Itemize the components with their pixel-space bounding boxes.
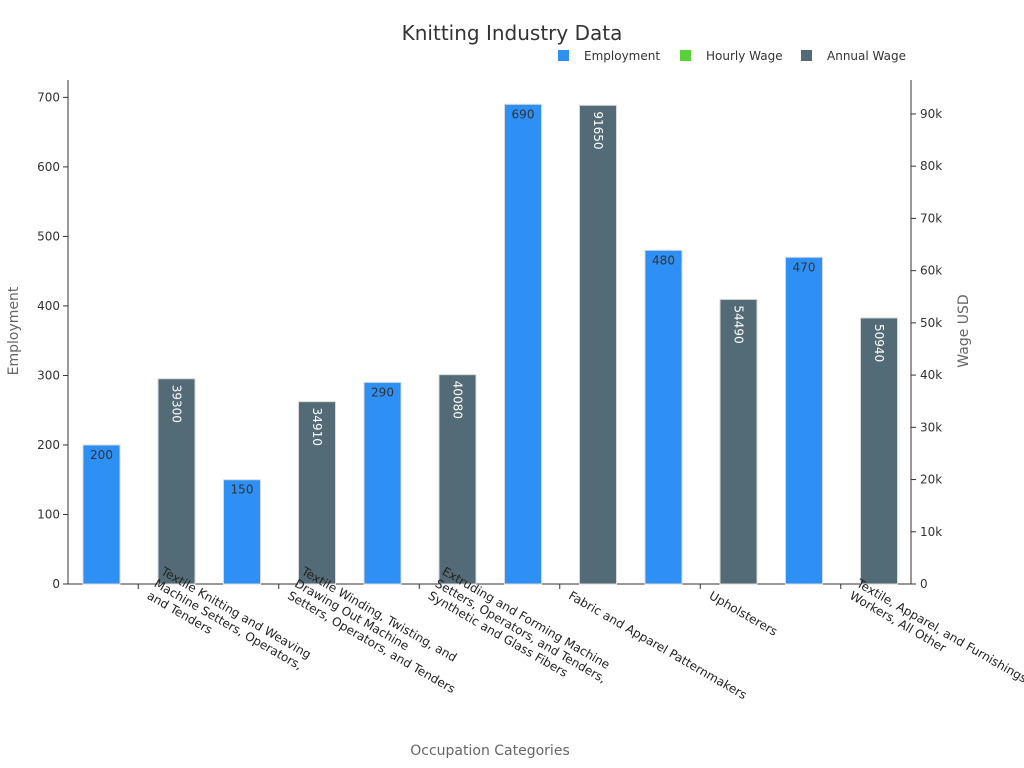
y2-tick-label: 10k	[920, 525, 942, 539]
y2-tick-label: 0	[920, 577, 928, 591]
annual-wage-bar	[157, 378, 196, 585]
annual-wage-bar	[860, 317, 898, 585]
annual-wage-bar-label: 39300	[170, 385, 184, 423]
legend-swatch	[558, 50, 569, 61]
y2-tick-label: 80k	[920, 159, 942, 173]
y2-tick-label: 60k	[920, 264, 942, 278]
x-axis-title: Occupation Categories	[410, 743, 569, 759]
y-tick-label: 400	[37, 299, 60, 313]
y2-tick-label: 90k	[920, 107, 942, 121]
axes: 0 100 200 300 400 500 600 700 0 10k 20k 30k 40k 50k 60…	[37, 80, 942, 591]
employment-bar-label: 480	[652, 253, 675, 267]
employment-bar	[82, 444, 121, 585]
y-tick-label: 300	[37, 368, 60, 382]
y-tick-label: 100	[37, 507, 60, 521]
legend-label: Annual Wage	[827, 49, 906, 63]
employment-bar-label: 200	[90, 448, 113, 462]
category-label-line: Machine Setters, Operators,	[152, 576, 305, 672]
legend-label: Employment	[584, 49, 660, 63]
employment-bar-label: 290	[371, 385, 394, 399]
annual-wage-bar-label: 40080	[451, 381, 465, 419]
y-tick-label: 700	[37, 90, 60, 104]
category-label-line: Textile, Apparel, and Furnishings	[853, 576, 1024, 686]
annual-wage-bar-label: 91650	[591, 111, 605, 149]
category-label-line: Upholsterers	[707, 588, 780, 638]
legend-swatch	[680, 50, 691, 61]
bars: 200 39300 150 34910 290 40080 690 91650 480 54490…	[82, 103, 898, 585]
y-tick-label: 200	[37, 438, 60, 452]
y-tick-label: 500	[37, 229, 60, 243]
employment-bar	[785, 256, 823, 585]
y2-tick-label: 20k	[920, 473, 942, 487]
y-tick-label: 0	[52, 577, 60, 591]
annual-wage-bar-label: 34910	[310, 408, 324, 446]
y2-axis-title: Wage USD	[956, 294, 972, 367]
y-tick-label: 600	[37, 160, 60, 174]
employment-bar	[504, 103, 542, 585]
y2-tick-label: 40k	[920, 368, 942, 382]
employment-bar	[223, 479, 261, 585]
legend-swatch	[801, 50, 812, 61]
legend-label: Hourly Wage	[706, 49, 783, 63]
annual-wage-bar	[438, 374, 477, 585]
employment-bar-label: 690	[512, 107, 535, 121]
employment-bar-label: 150	[231, 483, 254, 497]
category-label: Textile, Apparel, and FurnishingsWorkers…	[847, 576, 1024, 686]
legend: Employment Hourly Wage Annual Wage	[558, 49, 906, 63]
employment-bar-label: 470	[793, 260, 816, 274]
annual-wage-bar	[298, 401, 336, 585]
y-axis-title: Employment	[6, 286, 22, 375]
annual-wage-bar	[579, 104, 617, 585]
y2-tick-label: 70k	[920, 211, 942, 225]
y2-tick-label: 50k	[920, 316, 942, 330]
annual-wage-bar-label: 50940	[872, 324, 886, 362]
employment-bar	[363, 381, 402, 585]
annual-wage-bar-label: 54490	[732, 305, 746, 343]
category-label: Upholsterers	[707, 588, 780, 638]
employment-bar	[644, 249, 683, 585]
y2-tick-label: 30k	[920, 420, 942, 434]
annual-wage-bar	[719, 298, 758, 585]
chart-title: Knitting Industry Data	[402, 21, 623, 45]
